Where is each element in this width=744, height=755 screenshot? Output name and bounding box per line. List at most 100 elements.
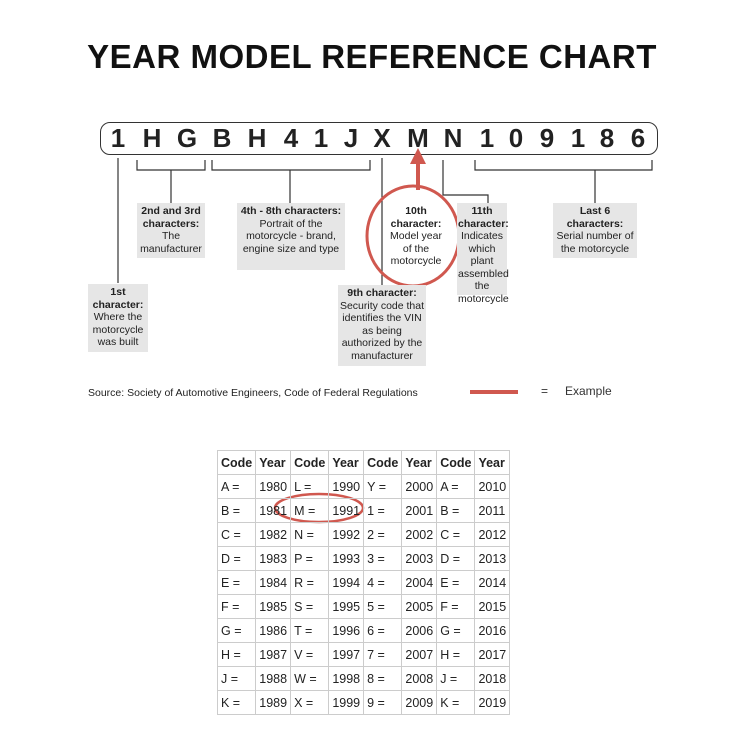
code-cell: S =: [290, 594, 330, 619]
code-cell: 2 =: [363, 522, 403, 547]
table-header-row: Code Year Code Year Code Year Code Year: [216, 450, 511, 475]
code-cell: B =: [436, 498, 476, 523]
label-4th-8th: 4th - 8th characters: Portrait of the mot…: [237, 203, 345, 270]
vin-char: 1: [110, 123, 126, 153]
year-cell: 1985: [255, 594, 292, 619]
year-cell: 1993: [328, 546, 365, 571]
code-cell: V =: [290, 642, 330, 667]
column-header: Year: [255, 450, 292, 475]
code-cell: 3 =: [363, 546, 403, 571]
vin-box: [100, 122, 658, 155]
year-cell: 2015: [474, 594, 511, 619]
code-cell: N =: [290, 522, 330, 547]
code-cell: J =: [436, 666, 476, 691]
code-cell: G =: [436, 618, 476, 643]
source-note: Source: Society of Automotive Engineers,…: [88, 387, 418, 399]
code-cell: E =: [216, 570, 257, 595]
code-cell: A =: [216, 474, 257, 499]
code-cell: D =: [436, 546, 476, 571]
year-cell: 2002: [401, 522, 438, 547]
code-cell: 8 =: [363, 666, 403, 691]
vin-char: B: [212, 123, 232, 153]
code-cell: M =: [290, 498, 330, 523]
vin-char: 0: [508, 123, 524, 153]
code-cell: K =: [216, 690, 257, 715]
year-cell: 2012: [474, 522, 511, 547]
code-cell: F =: [436, 594, 476, 619]
label-2nd-3rd: 2nd and 3rd characters: The manufacturer: [137, 203, 205, 258]
code-cell: F =: [216, 594, 257, 619]
code-cell: W =: [290, 666, 330, 691]
year-cell: 2014: [474, 570, 511, 595]
label-9th: 9th character: Security code that identif…: [338, 285, 426, 366]
vin-char: N: [443, 123, 463, 153]
code-cell: R =: [290, 570, 330, 595]
vin-char: G: [176, 123, 198, 153]
table-row: E = 1984 R = 1994 4 = 2004 E = 2014: [216, 570, 511, 595]
code-cell: D =: [216, 546, 257, 571]
vin-char: X: [373, 123, 391, 153]
label-last-6: Last 6 characters: Serial number of the m…: [553, 203, 637, 258]
year-cell: 2010: [474, 474, 511, 499]
bracket-4th-8th: [211, 160, 371, 203]
table-row: F = 1985 S = 1995 5 = 2005 F = 2015: [216, 594, 511, 619]
year-cell: 1981: [255, 498, 292, 523]
vin-char: 1: [479, 123, 495, 153]
column-header: Code: [290, 450, 330, 475]
year-cell: 2018: [474, 666, 511, 691]
code-cell: 5 =: [363, 594, 403, 619]
year-cell: 2011: [474, 498, 511, 523]
code-cell: G =: [216, 618, 257, 643]
vin-char: M: [407, 123, 429, 153]
code-cell: E =: [436, 570, 476, 595]
year-cell: 2000: [401, 474, 438, 499]
legend-equals: =: [541, 384, 549, 398]
table-row: A = 1980 L = 1990 Y = 2000 A = 2010: [216, 474, 511, 499]
table-row: K = 1989 X = 1999 9 = 2009 K = 2019: [216, 690, 511, 715]
column-header: Year: [401, 450, 438, 475]
column-header: Code: [436, 450, 476, 475]
code-cell: C =: [436, 522, 476, 547]
code-cell: C =: [216, 522, 257, 547]
label-11th: 11th character: Indicates which plant ass…: [457, 203, 509, 305]
year-cell: 1982: [255, 522, 292, 547]
year-cell: 1994: [328, 570, 365, 595]
table-row: C = 1982 N = 1992 2 = 2002 C = 2012: [216, 522, 511, 547]
year-cell: 1992: [328, 522, 365, 547]
code-cell: B =: [216, 498, 257, 523]
year-cell: 2016: [474, 618, 511, 643]
code-cell: P =: [290, 546, 330, 571]
legend-label: Example: [565, 384, 612, 398]
label-1st: 1st character: Where the motorcycle was b…: [88, 284, 148, 352]
year-cell: 2003: [401, 546, 438, 571]
code-cell: 1 =: [363, 498, 403, 523]
column-header: Year: [474, 450, 511, 475]
code-cell: 9 =: [363, 690, 403, 715]
year-cell: 1987: [255, 642, 292, 667]
code-cell: H =: [216, 642, 257, 667]
page-title: YEAR MODEL REFERENCE CHART: [87, 38, 657, 75]
year-cell: 2006: [401, 618, 438, 643]
column-header: Code: [363, 450, 403, 475]
year-cell: 1996: [328, 618, 365, 643]
vin-char: 6: [630, 123, 646, 153]
year-cell: 2007: [401, 642, 438, 667]
table-row: H = 1987 V = 1997 7 = 2007 H = 2017: [216, 642, 511, 667]
code-cell: 7 =: [363, 642, 403, 667]
code-cell: A =: [436, 474, 476, 499]
code-cell: H =: [436, 642, 476, 667]
label-10th: 10th character: Model year of the motorcy…: [390, 205, 442, 267]
year-cell: 1983: [255, 546, 292, 571]
year-cell: 2005: [401, 594, 438, 619]
code-cell: K =: [436, 690, 476, 715]
column-header: Year: [328, 450, 365, 475]
code-cell: Y =: [363, 474, 403, 499]
vin-char: 9: [539, 123, 555, 153]
vin-char: 8: [599, 123, 615, 153]
table-row: D = 1983 P = 1993 3 = 2003 D = 2013: [216, 546, 511, 571]
year-cell: 2001: [401, 498, 438, 523]
vin-char: H: [142, 123, 162, 153]
code-cell: J =: [216, 666, 257, 691]
year-code-table: Code Year Code Year Code Year Code Year A = 1980…: [216, 450, 511, 715]
code-cell: 6 =: [363, 618, 403, 643]
